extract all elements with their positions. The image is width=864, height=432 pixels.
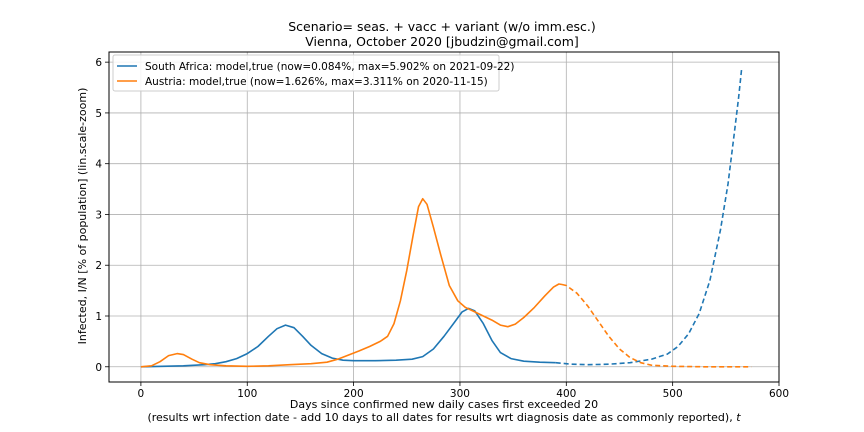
y-tick-label: 2 [95,260,102,272]
x-axis-note-variable: t [736,411,741,424]
plot-frame [108,51,780,383]
x-tick-label: 200 [344,388,364,400]
x-tick-label: 0 [138,388,145,400]
y-tick-label: 1 [95,311,102,323]
x-tick-label: 100 [237,388,257,400]
x-axis-note-text: (results wrt infection date - add 10 day… [147,411,736,424]
series-line-austria [140,197,563,368]
x-tick-label: 600 [769,388,789,400]
x-tick-label: 400 [556,388,576,400]
y-tick-label: 5 [95,108,102,120]
y-tick-label: 0 [95,362,102,374]
y-tick-label: 4 [95,159,102,171]
legend-label-austria: Austria: model,true (now=1.626%, max=3.3… [145,76,488,88]
x-axis-note: (results wrt infection date - add 10 day… [147,411,741,424]
series-lines [140,67,752,368]
x-tick-label: 300 [450,388,470,400]
series-projection-austria [561,283,752,368]
x-axis-label: Days since confirmed new daily cases fir… [290,398,598,411]
series-projection-south-africa [555,67,743,366]
series-line-south-africa [140,307,556,368]
legend: South Africa: model,true (now=0.084%, ma… [112,54,514,92]
chart-subtitle: Vienna, October 2020 [jbudzin@gmail.com] [305,34,579,49]
axis-ticks: 0 100 200 300 400 500 600 0 1 2 3 4 5 6 [95,57,789,400]
legend-label-south-africa: South Africa: model,true (now=0.084%, ma… [145,61,514,73]
y-axis-label: Infected, I/N [% of population] (lin.sca… [76,88,89,345]
x-tick-label: 500 [663,388,683,400]
y-tick-label: 3 [95,209,102,221]
chart-title: Scenario= seas. + vacc + variant (w/o im… [288,19,596,34]
legend-box [112,54,500,92]
y-tick-label: 6 [95,57,102,69]
